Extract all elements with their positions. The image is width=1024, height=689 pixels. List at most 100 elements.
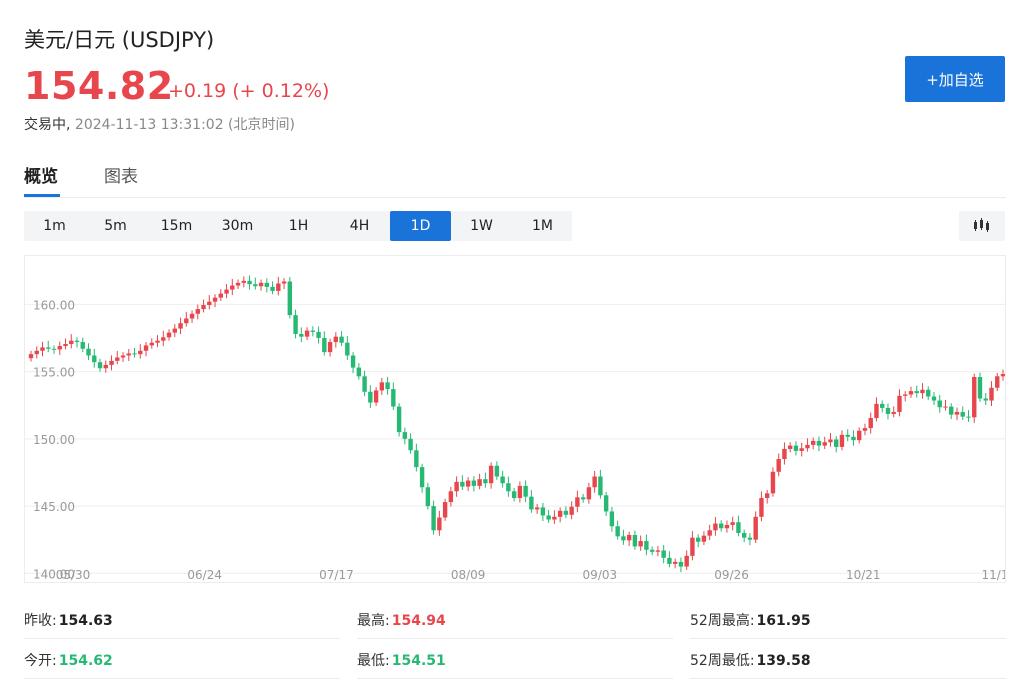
- candle-body: [460, 481, 465, 487]
- candle-body: [753, 516, 758, 540]
- candle-body: [500, 476, 505, 484]
- candle-body: [437, 517, 442, 531]
- candle-body: [857, 430, 862, 441]
- candle-body: [408, 438, 413, 451]
- candle-body: [477, 479, 482, 486]
- candle-body: [109, 360, 114, 365]
- candle-body: [575, 497, 580, 507]
- stat-divider: [24, 638, 340, 639]
- candle-body: [874, 403, 879, 418]
- stat-value: 161.95: [756, 613, 811, 629]
- candle-body: [448, 491, 454, 503]
- candle-body: [379, 382, 385, 391]
- candle-body: [293, 315, 298, 334]
- candle-body: [805, 444, 810, 449]
- period-1m[interactable]: 1m: [43, 218, 66, 234]
- stat-value: 139.58: [756, 653, 811, 669]
- candle-body: [713, 523, 718, 531]
- candle-body: [189, 313, 195, 319]
- chart-type-button[interactable]: [959, 211, 1005, 241]
- candle-body: [828, 439, 833, 443]
- stat-value: 154.94: [391, 613, 446, 629]
- stat-label: 今开:: [24, 653, 57, 669]
- candle-body: [34, 350, 39, 355]
- period-5m[interactable]: 5m: [104, 218, 127, 234]
- candle-body: [391, 389, 396, 407]
- candle-body: [540, 507, 546, 516]
- candle-body: [782, 448, 787, 460]
- x-tick-label: 06/24: [187, 568, 222, 582]
- candle-body: [258, 282, 264, 287]
- candle-body: [580, 497, 586, 500]
- candle-body: [327, 342, 333, 353]
- period-30m[interactable]: 30m: [221, 218, 254, 234]
- y-tick-label: 160.00: [33, 298, 75, 312]
- candle-body: [949, 406, 954, 415]
- candle-body: [69, 340, 74, 345]
- candle-body: [362, 376, 367, 392]
- candle-body: [465, 480, 471, 487]
- candle-body: [701, 535, 707, 542]
- candle-body: [212, 297, 218, 302]
- candle-body: [322, 337, 327, 353]
- candle-body: [977, 376, 983, 399]
- candle-body: [903, 394, 908, 396]
- candle-body: [880, 403, 885, 408]
- candle-body: [138, 350, 143, 355]
- candle-body: [149, 342, 154, 346]
- candle-body: [270, 286, 275, 291]
- candle-body: [442, 502, 448, 518]
- candlestick-icon: [974, 218, 989, 232]
- candle-body: [57, 346, 62, 350]
- tab-chart[interactable]: 图表: [104, 167, 138, 187]
- candle-body: [97, 362, 103, 369]
- candle-body: [966, 416, 971, 418]
- period-1w[interactable]: 1W: [470, 218, 493, 234]
- stat-label: 最低:: [357, 653, 390, 669]
- stat-divider: [690, 678, 1006, 679]
- candle-body: [914, 391, 919, 394]
- candle-body: [523, 485, 528, 497]
- period-1h[interactable]: 1H: [288, 218, 309, 234]
- candle-body: [253, 284, 258, 287]
- candle-body: [644, 541, 649, 550]
- candle-body: [345, 342, 350, 356]
- candle-body: [51, 348, 57, 350]
- stat-low: 最低: 154.51: [357, 650, 446, 670]
- add-watchlist-button[interactable]: +加自选: [905, 56, 1005, 102]
- stat-52w-high: 52周最高: 161.95: [690, 610, 811, 630]
- candle-body: [529, 496, 534, 510]
- candle-body: [626, 534, 632, 541]
- candle-body: [972, 376, 977, 418]
- candle-body: [632, 534, 638, 547]
- candle-body: [494, 465, 500, 477]
- stat-divider: [690, 638, 1006, 639]
- candle-body: [92, 355, 97, 363]
- candle-body: [943, 406, 948, 408]
- stat-52w-low: 52周最低: 139.58: [690, 650, 811, 670]
- candle-body: [316, 331, 321, 338]
- candle-body: [764, 493, 770, 499]
- y-tick-label: 150.00: [33, 433, 75, 447]
- candle-body: [661, 550, 666, 558]
- candle-body: [603, 495, 609, 512]
- candle-body: [736, 522, 741, 533]
- x-tick-label: 07/17: [319, 568, 354, 582]
- candle-body: [730, 522, 735, 525]
- x-tick-label: 10/21: [846, 568, 881, 582]
- candle-body: [563, 510, 569, 515]
- candle-body: [718, 523, 724, 529]
- trading-status: 交易中, 2024-11-13 13:31:02 (北京时间): [24, 114, 295, 134]
- candle-body: [46, 347, 51, 349]
- candle-body: [793, 445, 799, 451]
- period-15m[interactable]: 15m: [160, 218, 193, 234]
- price-chart[interactable]: 160.00 155.00 150.00 145.00 140.00 05/30 06/24…: [24, 255, 1006, 583]
- period-1d[interactable]: 1D: [390, 211, 451, 241]
- candle-body: [672, 561, 678, 564]
- period-1mo[interactable]: 1M: [532, 218, 553, 234]
- candle-body: [621, 536, 626, 541]
- tab-overview[interactable]: 概览: [24, 167, 58, 187]
- period-4h[interactable]: 4H: [349, 218, 370, 234]
- candle-body: [264, 282, 270, 287]
- candle-body: [126, 353, 131, 356]
